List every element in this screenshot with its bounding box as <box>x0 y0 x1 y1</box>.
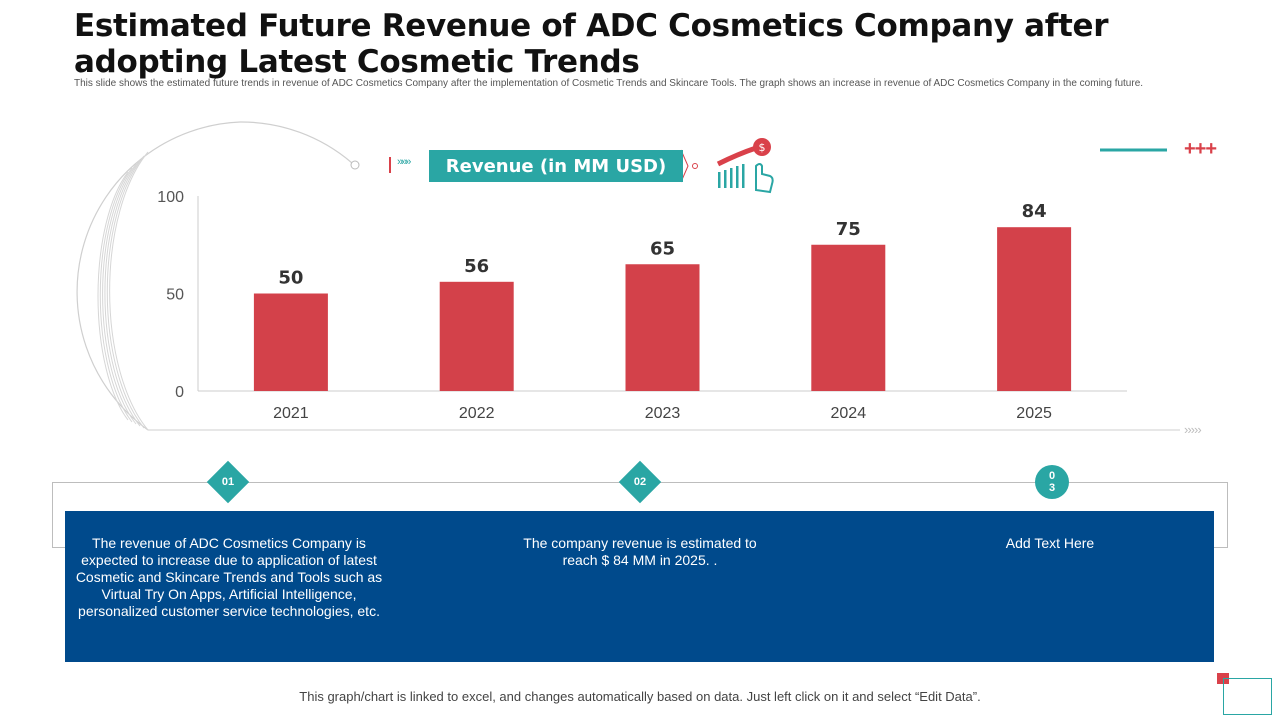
steps-panel: The revenue of ADC Cosmetics Company is … <box>65 511 1214 662</box>
step-2-badge: 02 <box>633 476 647 488</box>
bar-value-label: 84 <box>1022 201 1047 222</box>
revenue-growth-icon: $ <box>716 138 774 194</box>
footer-note: This graph/chart is linked to excel, and… <box>299 689 981 704</box>
bar-value-label: 65 <box>650 238 675 259</box>
step-2-text: The company revenue is estimated to reac… <box>523 535 757 568</box>
x-tick-label: 2024 <box>831 405 867 422</box>
step-1-text: The revenue of ADC Cosmetics Company is … <box>75 535 383 619</box>
bar-value-label: 56 <box>464 256 489 277</box>
bar-2022 <box>439 281 514 391</box>
y-tick-label: 50 <box>166 287 184 304</box>
bar-value-label: 75 <box>836 219 861 240</box>
step-3-badge: 0 3 <box>1035 465 1069 499</box>
plus-marks: +++ <box>1184 138 1217 160</box>
y-tick-label: 0 <box>175 384 184 401</box>
page-title: Estimated Future Revenue of ADC Cosmetic… <box>74 8 1109 80</box>
bar-2023 <box>625 264 700 391</box>
banner-tick <box>389 157 391 173</box>
page-subtitle: This slide shows the estimated future tr… <box>74 78 1144 89</box>
x-tick-label: 2022 <box>459 405 495 422</box>
step-1-badge: 01 <box>221 476 235 488</box>
bar-2025 <box>997 227 1072 391</box>
bar-2024 <box>811 244 886 391</box>
banner-arrows: »»» <box>397 156 411 168</box>
x-tick-label: 2023 <box>645 405 681 422</box>
y-tick-label: 100 <box>157 189 184 206</box>
x-tick-label: 2025 <box>1016 405 1052 422</box>
bar-value-label: 50 <box>278 268 303 289</box>
svg-text:$: $ <box>759 141 766 154</box>
corner-outline-square <box>1223 678 1272 715</box>
revenue-banner: Revenue (in MM USD) <box>429 150 683 182</box>
bar-2021 <box>253 293 328 391</box>
step-3-text: Add Text Here <box>1005 535 1095 551</box>
x-tick-label: 2021 <box>273 405 309 422</box>
step-3-badge-label: 0 3 <box>1048 470 1056 494</box>
axis-arrows: ››››› <box>1184 422 1202 437</box>
